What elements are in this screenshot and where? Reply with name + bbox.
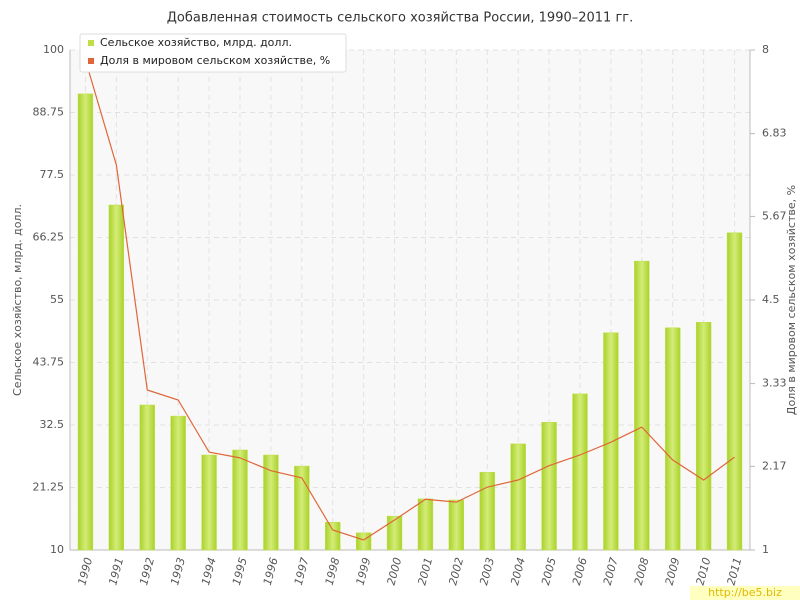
x-tick-label: 2010 [694, 556, 714, 586]
y2-axis-label: Доля в мировом сельском хозяйстве, % [785, 185, 798, 415]
bar [479, 471, 495, 551]
x-tick-label: 2004 [508, 556, 528, 586]
x-tick-label: 2002 [446, 556, 466, 586]
legend-swatch [88, 58, 94, 64]
line [84, 59, 735, 541]
x-tick-label: 1997 [292, 556, 312, 586]
x-tick-label: 2007 [601, 556, 621, 586]
bar [77, 93, 94, 551]
y2-tick-label: 3.33 [762, 377, 787, 390]
bar [325, 521, 341, 551]
legend-label: Сельское хозяйство, млрд. долл. [100, 36, 292, 49]
x-tick-label: 2001 [415, 556, 435, 586]
y-tick-label: 55 [50, 293, 64, 306]
x-tick-label: 2005 [539, 556, 559, 586]
bar [695, 321, 712, 551]
bar [510, 443, 526, 551]
bar [634, 260, 650, 551]
y-tick-label: 88.75 [33, 106, 65, 119]
y-tick-label: 43.75 [33, 356, 65, 369]
legend-label: Доля в мировом сельском хозяйстве, % [100, 54, 330, 67]
bar [139, 404, 155, 551]
bar [294, 465, 310, 551]
x-tick-label: 1995 [230, 556, 250, 586]
y2-tick-label: 6.83 [762, 127, 787, 140]
legend-swatch [88, 40, 94, 46]
watermark: http://be5.biz [708, 586, 782, 599]
x-tick-label: 1998 [323, 556, 343, 586]
bar [541, 421, 557, 551]
y2-tick-label: 1 [762, 543, 769, 556]
x-tick-label: 2008 [632, 556, 652, 586]
x-tick-label: 1999 [354, 556, 374, 586]
watermark-bg [690, 586, 800, 600]
bar [108, 204, 125, 551]
bar [603, 332, 619, 551]
x-tick-label: 1991 [106, 556, 126, 586]
bar [417, 498, 434, 551]
y2-tick-label: 2.17 [762, 459, 787, 472]
bar [665, 327, 681, 551]
y-tick-label: 32.5 [40, 418, 65, 431]
x-tick-label: 2003 [477, 556, 497, 586]
y2-tick-label: 4.5 [762, 293, 780, 306]
x-tick-label: 2006 [570, 556, 590, 586]
bar [170, 415, 186, 551]
y-tick-label: 77.5 [40, 168, 65, 181]
y-tick-label: 10 [50, 543, 64, 556]
bar [726, 232, 743, 551]
bar [386, 515, 403, 551]
x-tick-label: 1996 [261, 556, 281, 586]
x-tick-label: 1992 [137, 556, 157, 586]
legend-box [79, 33, 347, 73]
bar [232, 449, 248, 551]
x-tick-label: 2000 [385, 556, 405, 586]
x-tick-label: 1993 [168, 556, 188, 586]
bar [448, 499, 465, 551]
x-tick-label: 2011 [725, 556, 745, 586]
x-tick-label: 2009 [663, 556, 683, 586]
x-tick-label: 1994 [199, 556, 219, 586]
bar [201, 454, 217, 551]
y-tick-label: 100 [43, 43, 64, 56]
bar [572, 393, 588, 551]
y2-tick-label: 5.67 [762, 209, 787, 222]
x-tick-label: 1990 [75, 556, 95, 586]
y-tick-label: 21.25 [33, 481, 65, 494]
y-axis-label: Сельское хозяйство, млрд. долл. [11, 204, 24, 396]
y-tick-label: 66.25 [33, 231, 65, 244]
y2-tick-label: 8 [762, 43, 769, 56]
bar [263, 454, 279, 551]
chart-title: Добавленная стоимость сельского хозяйств… [167, 11, 634, 26]
bar [355, 532, 372, 551]
